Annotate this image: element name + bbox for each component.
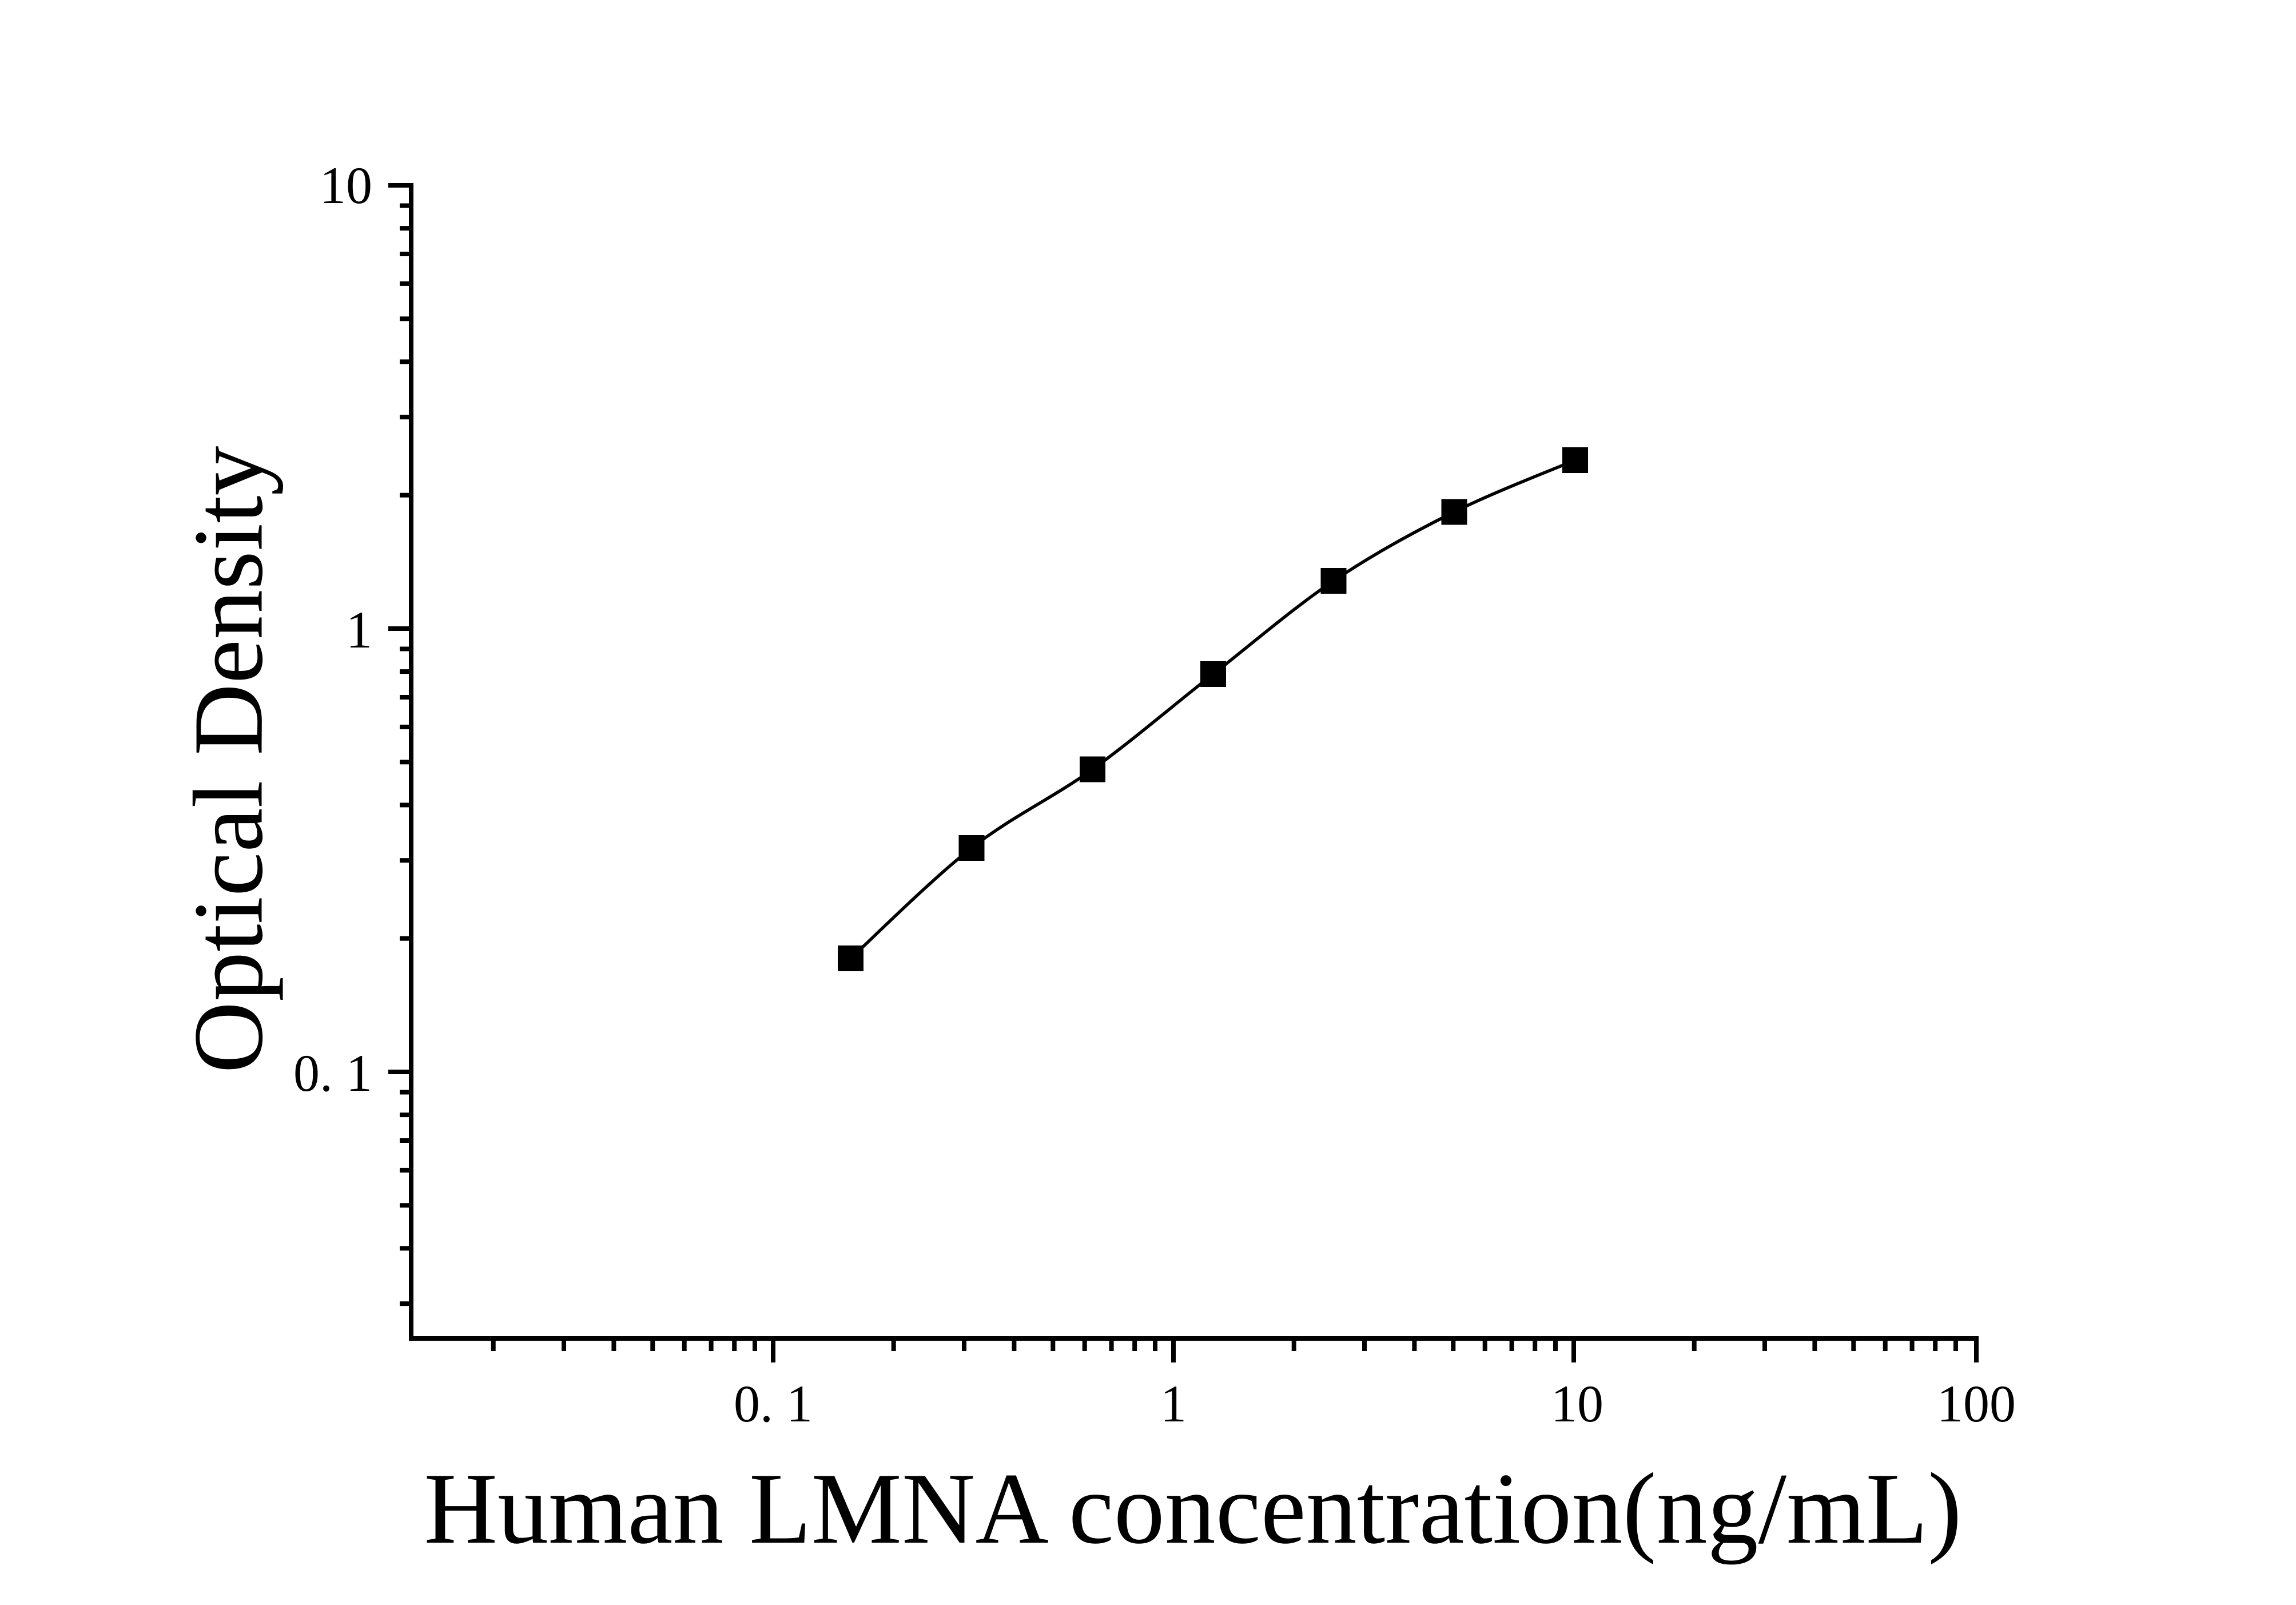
svg-text:10: 10 [1551, 1374, 1603, 1433]
svg-text:0. 1: 0. 1 [293, 1044, 372, 1102]
svg-text:1: 1 [346, 601, 372, 659]
svg-text:10: 10 [320, 156, 372, 214]
svg-text:Optical Density: Optical Density [173, 446, 284, 1074]
svg-text:Human LMNA concentration(ng/mL: Human LMNA concentration(ng/mL) [424, 1452, 1961, 1565]
svg-text:100: 100 [1937, 1374, 2016, 1433]
svg-text:0. 1: 0. 1 [734, 1374, 813, 1433]
svg-text:1: 1 [1160, 1374, 1187, 1433]
